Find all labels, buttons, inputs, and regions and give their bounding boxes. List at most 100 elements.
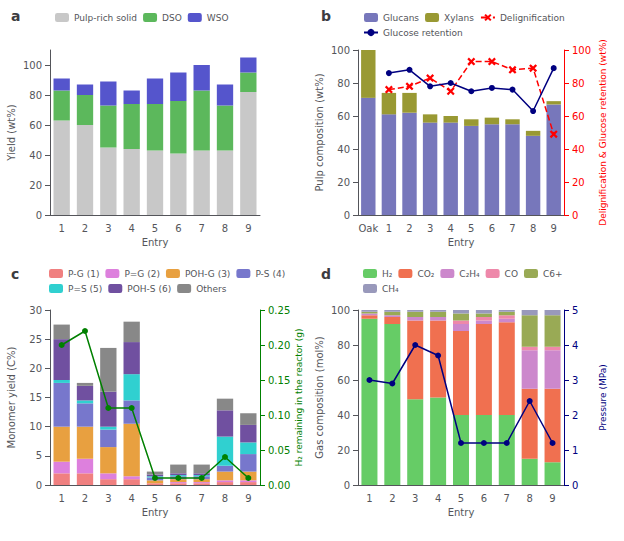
svg-text:H₂ remaining in the reactor (g: H₂ remaining in the reactor (g) [294,328,304,466]
svg-text:Pulp-rich solid: Pulp-rich solid [74,13,137,23]
svg-text:1: 1 [386,223,392,234]
svg-text:2: 2 [572,410,578,421]
svg-text:8: 8 [526,493,532,504]
svg-text:0: 0 [344,210,350,221]
svg-text:2: 2 [82,223,88,234]
svg-text:CO₂: CO₂ [417,269,434,279]
svg-text:3: 3 [105,223,111,234]
svg-text:80: 80 [572,78,585,89]
svg-text:Entry: Entry [142,237,169,248]
svg-text:WSO: WSO [207,13,229,23]
svg-text:Delignification: Delignification [500,13,565,23]
svg-text:60: 60 [337,111,350,122]
svg-text:60: 60 [337,375,350,386]
svg-text:CO: CO [505,269,518,279]
svg-text:8: 8 [530,223,536,234]
svg-text:40: 40 [337,410,350,421]
svg-text:0.00: 0.00 [268,480,290,491]
svg-text:6: 6 [489,223,495,234]
svg-text:POH-S (6): POH-S (6) [127,284,171,294]
svg-text:P=S (5): P=S (5) [68,284,102,294]
svg-text:2: 2 [82,493,88,504]
svg-text:4: 4 [435,493,441,504]
svg-text:Glucose retention: Glucose retention [383,28,463,38]
svg-text:100: 100 [331,305,350,316]
svg-text:15: 15 [29,392,42,403]
svg-text:1: 1 [58,223,64,234]
svg-text:40: 40 [337,144,350,155]
svg-text:2: 2 [389,493,395,504]
svg-text:7: 7 [504,493,510,504]
svg-text:60: 60 [572,111,585,122]
svg-text:80: 80 [337,340,350,351]
svg-text:0.20: 0.20 [268,340,290,351]
svg-text:Pulp composition (wt%): Pulp composition (wt%) [314,73,325,191]
svg-text:9: 9 [245,493,251,504]
svg-text:Monomer yield (C%): Monomer yield (C%) [6,346,17,448]
svg-text:40: 40 [29,150,42,161]
svg-text:6: 6 [175,493,181,504]
svg-text:20: 20 [337,445,350,456]
svg-text:Entry: Entry [142,507,169,518]
svg-text:H₂: H₂ [382,269,393,279]
svg-text:60: 60 [29,120,42,131]
svg-text:0.25: 0.25 [268,305,290,316]
svg-text:20: 20 [29,363,42,374]
svg-text:5: 5 [572,305,578,316]
svg-text:100: 100 [572,45,591,56]
svg-text:d: d [321,266,331,282]
svg-text:Yield (wt%): Yield (wt%) [6,104,17,161]
svg-text:Entry: Entry [448,507,475,518]
svg-text:0: 0 [36,480,42,491]
svg-text:9: 9 [245,223,251,234]
svg-text:Gas composition (mol%): Gas composition (mol%) [314,336,325,458]
svg-text:CH₄: CH₄ [382,284,399,294]
svg-text:5: 5 [152,493,158,504]
svg-text:3: 3 [412,493,418,504]
svg-text:2: 2 [406,223,412,234]
svg-text:5: 5 [152,223,158,234]
svg-text:Entry: Entry [448,237,475,248]
svg-text:a: a [11,8,20,24]
svg-text:C₂H₄: C₂H₄ [459,269,480,279]
svg-text:6: 6 [481,493,487,504]
svg-text:3: 3 [572,375,578,386]
svg-text:b: b [321,8,331,24]
svg-text:0.05: 0.05 [268,445,290,456]
svg-text:3: 3 [427,223,433,234]
svg-text:20: 20 [572,177,585,188]
svg-text:7: 7 [509,223,515,234]
svg-text:0: 0 [36,210,42,221]
svg-text:0: 0 [572,480,578,491]
svg-text:Delignification & Glucose rete: Delignification & Glucose retention (wt%… [598,39,608,226]
svg-text:3: 3 [105,493,111,504]
svg-text:P-S (4): P-S (4) [255,269,285,279]
svg-text:Others: Others [196,284,227,294]
svg-text:6: 6 [175,223,181,234]
svg-text:DSO: DSO [162,13,182,23]
svg-text:100: 100 [23,60,42,71]
svg-text:7: 7 [198,223,204,234]
svg-text:1: 1 [58,493,64,504]
svg-text:8: 8 [222,493,228,504]
svg-text:40: 40 [572,144,585,155]
svg-text:1: 1 [572,445,578,456]
svg-text:C6+: C6+ [543,269,563,279]
svg-text:5: 5 [458,493,464,504]
svg-text:POH-G (3): POH-G (3) [185,269,230,279]
svg-text:Xylans: Xylans [444,13,474,23]
svg-text:10: 10 [29,421,42,432]
svg-text:9: 9 [551,223,557,234]
svg-text:20: 20 [337,177,350,188]
svg-text:8: 8 [222,223,228,234]
svg-text:0.15: 0.15 [268,375,290,386]
svg-text:80: 80 [337,78,350,89]
svg-text:7: 7 [198,493,204,504]
svg-text:P-G (1): P-G (1) [68,269,99,279]
svg-text:5: 5 [468,223,474,234]
svg-text:30: 30 [29,305,42,316]
svg-text:P=G (2): P=G (2) [124,269,160,279]
svg-text:20: 20 [29,180,42,191]
svg-text:100: 100 [331,45,350,56]
svg-text:4: 4 [128,493,134,504]
